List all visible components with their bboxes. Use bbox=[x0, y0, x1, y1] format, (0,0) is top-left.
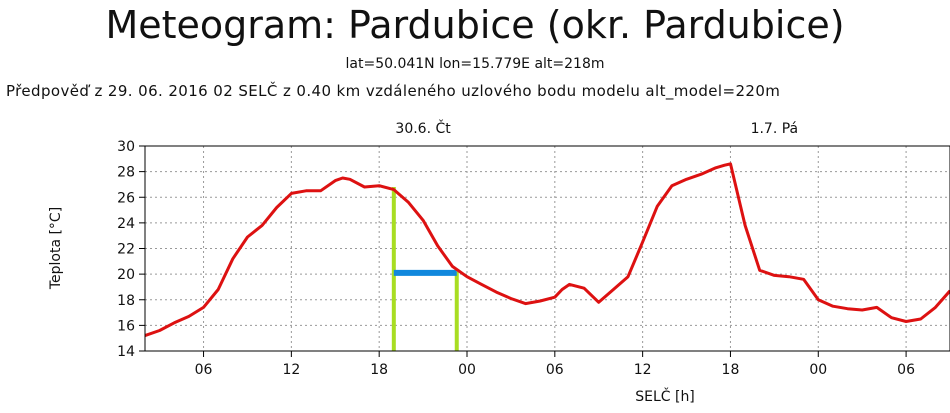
x-tick-label: 18 bbox=[722, 362, 740, 378]
x-tick-label: 00 bbox=[809, 362, 827, 378]
annotation-lines bbox=[391, 187, 459, 351]
x-tick-label: 00 bbox=[458, 362, 476, 378]
y-tick-label: 28 bbox=[117, 165, 135, 181]
x-tick-label: 06 bbox=[897, 362, 915, 378]
y-tick-label: 20 bbox=[117, 267, 135, 283]
x-axis-label: SELČ [h] bbox=[635, 387, 695, 405]
x-tick-label: 12 bbox=[282, 362, 300, 378]
tick-labels: 14 16 18 20 22 24 26 28 30 06 12 18 00 06 12 18 00 06 30.6… bbox=[117, 119, 915, 378]
y-tick-label: 16 bbox=[117, 318, 135, 334]
temperature-series-line bbox=[144, 162, 950, 338]
y-tick-label: 30 bbox=[117, 139, 135, 155]
chart-subtitle: lat=50.041N lon=15.779E alt=218m bbox=[345, 56, 605, 72]
x-tick-label: 06 bbox=[546, 362, 564, 378]
forecast-note: Předpověď z 29. 06. 2016 02 SELČ z 0.40 … bbox=[6, 82, 781, 100]
x-tick-label: 06 bbox=[195, 362, 213, 378]
day-label: 30.6. Čt bbox=[395, 119, 451, 137]
y-tick-label: 14 bbox=[117, 344, 135, 360]
plot-frame bbox=[144, 145, 950, 352]
y-tick-label: 26 bbox=[117, 190, 135, 206]
y-tick-label: 18 bbox=[117, 293, 135, 309]
y-tick-label: 24 bbox=[117, 216, 135, 232]
chart-title: Meteogram: Pardubice (okr. Pardubice) bbox=[105, 3, 845, 47]
grid-lines bbox=[145, 146, 950, 351]
y-tick-label: 22 bbox=[117, 242, 135, 258]
series-lines bbox=[144, 162, 950, 338]
x-tick-label: 18 bbox=[370, 362, 388, 378]
y-axis-label: Teplota [°C] bbox=[48, 207, 64, 290]
x-tick-label: 12 bbox=[634, 362, 652, 378]
day-label: 1.7. Pá bbox=[751, 121, 799, 137]
